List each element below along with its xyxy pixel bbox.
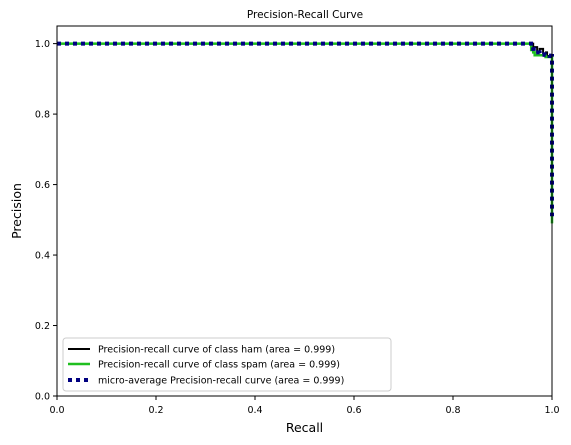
chart-title: Precision-Recall Curve — [247, 9, 363, 21]
x-axis-ticks: 0.0 0.2 0.4 0.6 0.8 1.0 — [49, 396, 560, 416]
plot-frame — [56, 25, 553, 397]
y-tick-label: 0.8 — [35, 110, 50, 121]
y-tick-label: 0.6 — [35, 180, 50, 191]
x-tick-label: 0.4 — [247, 405, 262, 416]
x-tick-label: 1.0 — [544, 405, 559, 416]
series-line-micro-average — [57, 41, 554, 217]
series-line-ham — [57, 42, 553, 178]
legend-label-micro: micro-average Precision-recall curve (ar… — [98, 376, 344, 387]
y-tick-label: 0.4 — [35, 251, 50, 262]
x-tick-label: 0.6 — [346, 405, 361, 416]
y-tick-label: 1.0 — [35, 39, 50, 50]
legend-label-spam: Precision-recall curve of class spam (ar… — [98, 360, 340, 371]
y-axis-ticks: 0.0 0.2 0.4 0.6 0.8 1.0 — [35, 39, 57, 403]
y-tick-label: 0.2 — [35, 321, 50, 332]
y-axis-label: Precision — [9, 183, 24, 239]
legend-label-ham: Precision-recall curve of class ham (are… — [98, 345, 335, 356]
x-tick-label: 0.2 — [148, 405, 163, 416]
legend-box — [62, 337, 392, 392]
x-tick-label: 0.8 — [445, 405, 460, 416]
legend: Precision-recall curve of class ham (are… — [62, 337, 392, 392]
x-tick-label: 0.0 — [49, 405, 64, 416]
x-axis-label: Recall — [286, 420, 323, 435]
y-tick-label: 0.0 — [35, 392, 50, 403]
series-layer — [57, 41, 554, 224]
series-line-spam — [57, 42, 554, 224]
